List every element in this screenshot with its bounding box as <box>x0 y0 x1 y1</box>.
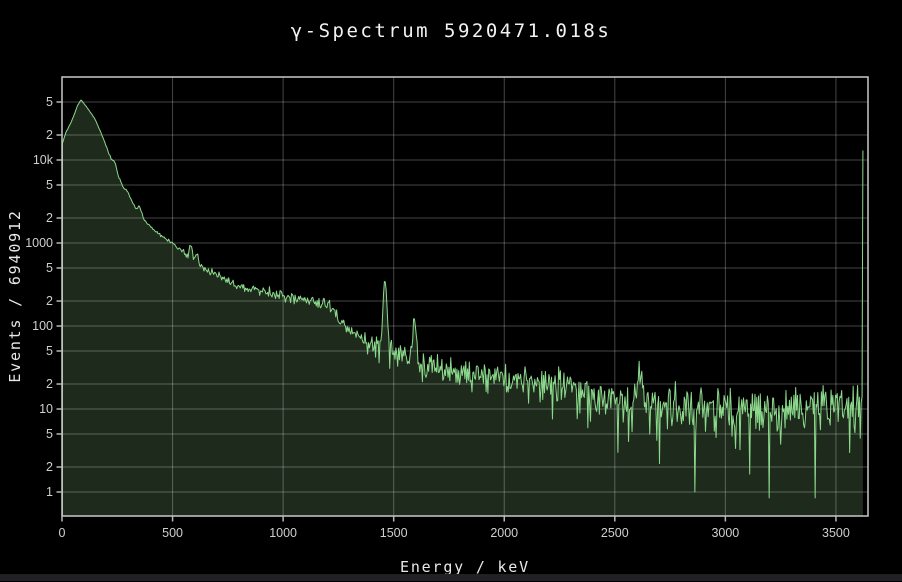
y-tick-label: 2 <box>46 211 53 225</box>
x-tick-label: 2000 <box>490 526 518 540</box>
y-tick-label: 10 <box>39 402 53 416</box>
x-tick-label: 500 <box>162 526 183 540</box>
x-tick-label: 0 <box>59 526 66 540</box>
y-axis-title: Events / 6940912 <box>6 209 24 383</box>
y-tick-label: 5 <box>46 427 53 441</box>
y-tick-label: 5 <box>46 261 53 275</box>
x-tick-label: 1000 <box>269 526 297 540</box>
x-tick-label: 3500 <box>822 526 850 540</box>
y-tick-label: 1000 <box>25 236 53 250</box>
window-bottom-strip <box>0 574 902 581</box>
spectrum-fill <box>62 100 863 516</box>
y-tick-label: 2 <box>46 377 53 391</box>
y-tick-label: 100 <box>32 319 53 333</box>
y-tick-label: 1 <box>46 485 53 499</box>
y-tick-label: 2 <box>46 460 53 474</box>
y-tick-label: 10k <box>33 153 54 167</box>
chart-title: γ-Spectrum 5920471.018s <box>290 20 612 42</box>
x-axis-title: Energy / keV <box>400 558 530 576</box>
y-tick-label: 2 <box>46 128 53 142</box>
x-tick-label: 1500 <box>380 526 408 540</box>
plot-border <box>61 76 869 517</box>
x-tick-label: 2500 <box>601 526 629 540</box>
y-tick-label: 5 <box>46 344 53 358</box>
x-tick-label: 3000 <box>711 526 739 540</box>
y-tick-label: 5 <box>46 178 53 192</box>
spectrum-line <box>61 99 864 516</box>
y-tick-label: 2 <box>46 294 53 308</box>
y-tick-label: 5 <box>46 95 53 109</box>
